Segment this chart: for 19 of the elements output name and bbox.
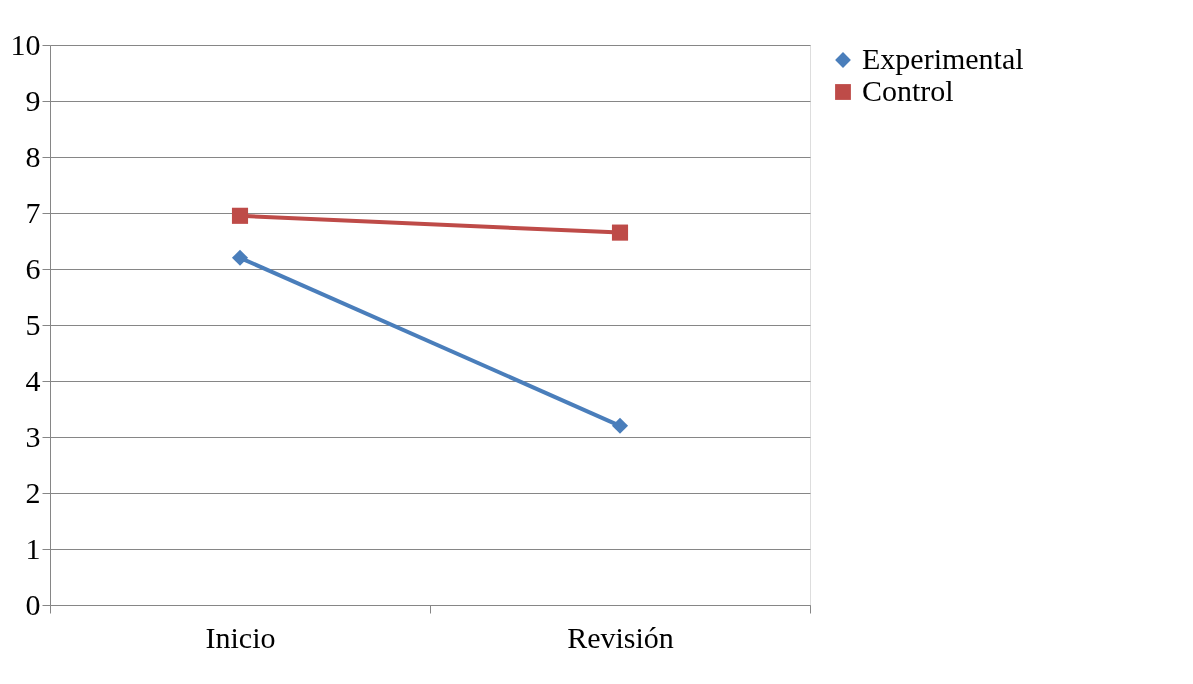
y-tick-label: 8 [25, 139, 41, 173]
y-tick-label: 7 [25, 195, 41, 229]
y-tick-label: 3 [25, 419, 41, 453]
point [231, 207, 249, 224]
point [611, 224, 629, 241]
x-tick-label: Revisión [567, 620, 674, 654]
y-tick-label: 2 [25, 475, 41, 509]
point [611, 417, 629, 434]
y-tick-label: 4 [25, 363, 41, 397]
y-tick-label: 5 [25, 307, 41, 341]
point [231, 249, 249, 266]
y-tick-label: 0 [25, 587, 41, 621]
legend-label: Experimental [862, 42, 1024, 75]
y-tick-label: 6 [25, 251, 41, 285]
y-tick-label: 10 [10, 27, 41, 61]
y-tick-label: 9 [25, 83, 41, 117]
x-tick-label: Inicio [205, 620, 276, 654]
y-tick-label: 1 [25, 531, 41, 565]
legend-label: Control [862, 74, 954, 107]
